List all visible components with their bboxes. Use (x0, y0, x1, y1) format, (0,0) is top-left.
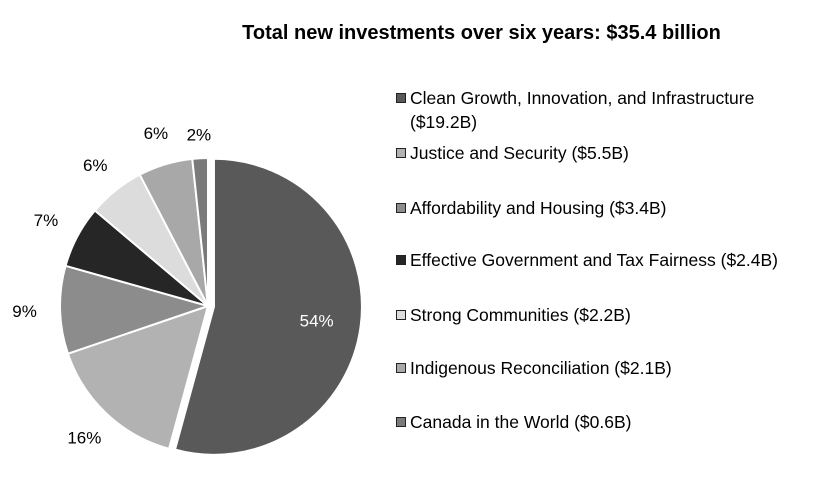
legend-swatch (396, 148, 406, 158)
pie-slice (59, 264, 212, 355)
legend-swatch (396, 203, 406, 213)
legend-label: Indigenous Reconciliation ($2.1B) (410, 358, 672, 378)
legend-label: Justice and Security ($5.5B) (410, 143, 629, 163)
pie-slice (66, 304, 210, 451)
pie-slice (191, 156, 209, 307)
legend-swatch (396, 255, 406, 265)
legend-swatch (396, 417, 406, 427)
pie-labels: 54% 16% 9% 7% 6% 6% 2% (12, 124, 333, 447)
chart-title: Total new investments over six years: $3… (242, 22, 721, 44)
slice-percent-label: 7% (34, 211, 59, 230)
slice-percent-label: 2% (187, 126, 212, 145)
legend-label: Canada in the World ($0.6B) (410, 412, 632, 432)
slice-percent-label: 6% (83, 156, 108, 175)
slice-percent-label: 16% (67, 429, 101, 448)
legend-swatch (396, 93, 406, 103)
legend-swatch (396, 363, 406, 373)
legend-label: Effective Government and Tax Fairness ($… (410, 250, 779, 270)
slice-percent-label: 6% (144, 124, 169, 143)
legend-label: Strong Communities ($2.2B) (410, 305, 631, 325)
legend-label: Clean Growth, Innovation, and Infrastruc… (410, 88, 755, 132)
pie-slices (59, 156, 363, 456)
slice-percent-label: 54% (300, 312, 334, 331)
legend-swatch (396, 310, 406, 320)
pie-slice (173, 157, 363, 456)
legend-label: Affordability and Housing ($3.4B) (410, 198, 667, 218)
slice-percent-label: 9% (12, 302, 37, 321)
